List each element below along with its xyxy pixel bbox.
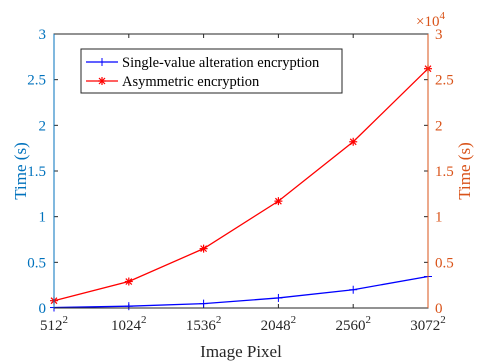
x-tick-exponent: 2 (440, 314, 446, 326)
legend: Single-value alteration encryption Asymme… (80, 48, 343, 94)
x-tick-base: 2560 (335, 318, 365, 334)
x-tick-base: 1024 (111, 318, 142, 334)
legend-marker-1 (98, 77, 106, 85)
right-axis-multiplier: ×104 (416, 10, 445, 30)
series-0-point (199, 299, 208, 308)
right-tick-label: 0.5 (435, 255, 454, 271)
right-tick-label: 3 (435, 27, 443, 43)
y-left-label: Time (s) (11, 142, 30, 199)
legend-label-1: Asymmetric encryption (122, 74, 260, 90)
x-tick-exponent: 2 (365, 314, 371, 326)
left-tick-label: 0 (39, 301, 47, 317)
legend-box (80, 48, 343, 94)
left-y-axis: 0 0.5 1 1.5 2 2.5 3 (27, 27, 58, 317)
x-tick-base: 2048 (261, 318, 291, 334)
right-tick-label: 2.5 (435, 73, 454, 89)
multiplier-base: ×10 (416, 14, 439, 30)
x-tick-label: 30722 (410, 314, 446, 334)
series-line-0 (53, 275, 429, 309)
multiplier-exponent: 4 (439, 10, 445, 22)
x-tick-base: 512 (40, 318, 63, 334)
series-1-point (274, 197, 283, 206)
series-1-point (199, 244, 208, 253)
right-tick-label: 0 (435, 301, 443, 317)
legend-label-0: Single-value alteration encryption (122, 55, 320, 71)
x-tick-exponent: 2 (216, 314, 222, 326)
series-0-point (124, 302, 133, 311)
right-tick-label: 2 (435, 118, 443, 134)
series-line-1 (53, 68, 429, 302)
x-tick-label: 5122 (40, 314, 68, 334)
x-tick-exponent: 2 (291, 314, 297, 326)
x-axis-label: Image Pixel (200, 342, 282, 361)
x-tick-label: 25602 (335, 314, 371, 334)
series-1-point (349, 137, 358, 146)
x-axis: 5122 10242 15362 20482 25602 30722 (40, 34, 446, 334)
left-tick-label: 1 (39, 210, 47, 226)
x-tick-label: 15362 (186, 314, 222, 334)
right-tick-label: 1 (435, 210, 443, 226)
left-tick-label: 1.5 (27, 164, 46, 180)
left-tick-label: 2.5 (27, 73, 46, 89)
x-tick-base: 3072 (410, 318, 440, 334)
x-tick-label: 20482 (261, 314, 297, 334)
y-right-label: Time (s) (455, 142, 474, 199)
x-tick-base: 1536 (186, 318, 217, 334)
legend-marker-0 (98, 58, 106, 66)
x-tick-exponent: 2 (141, 314, 147, 326)
left-tick-label: 0.5 (27, 255, 46, 271)
series-0-point (349, 285, 358, 294)
right-tick-label: 1.5 (435, 164, 454, 180)
x-tick-label: 10242 (111, 314, 147, 334)
series-1-point (124, 277, 133, 286)
series-0-point (274, 293, 283, 302)
x-tick-exponent: 2 (63, 314, 69, 326)
left-tick-label: 2 (39, 118, 47, 134)
left-tick-label: 3 (39, 27, 47, 43)
